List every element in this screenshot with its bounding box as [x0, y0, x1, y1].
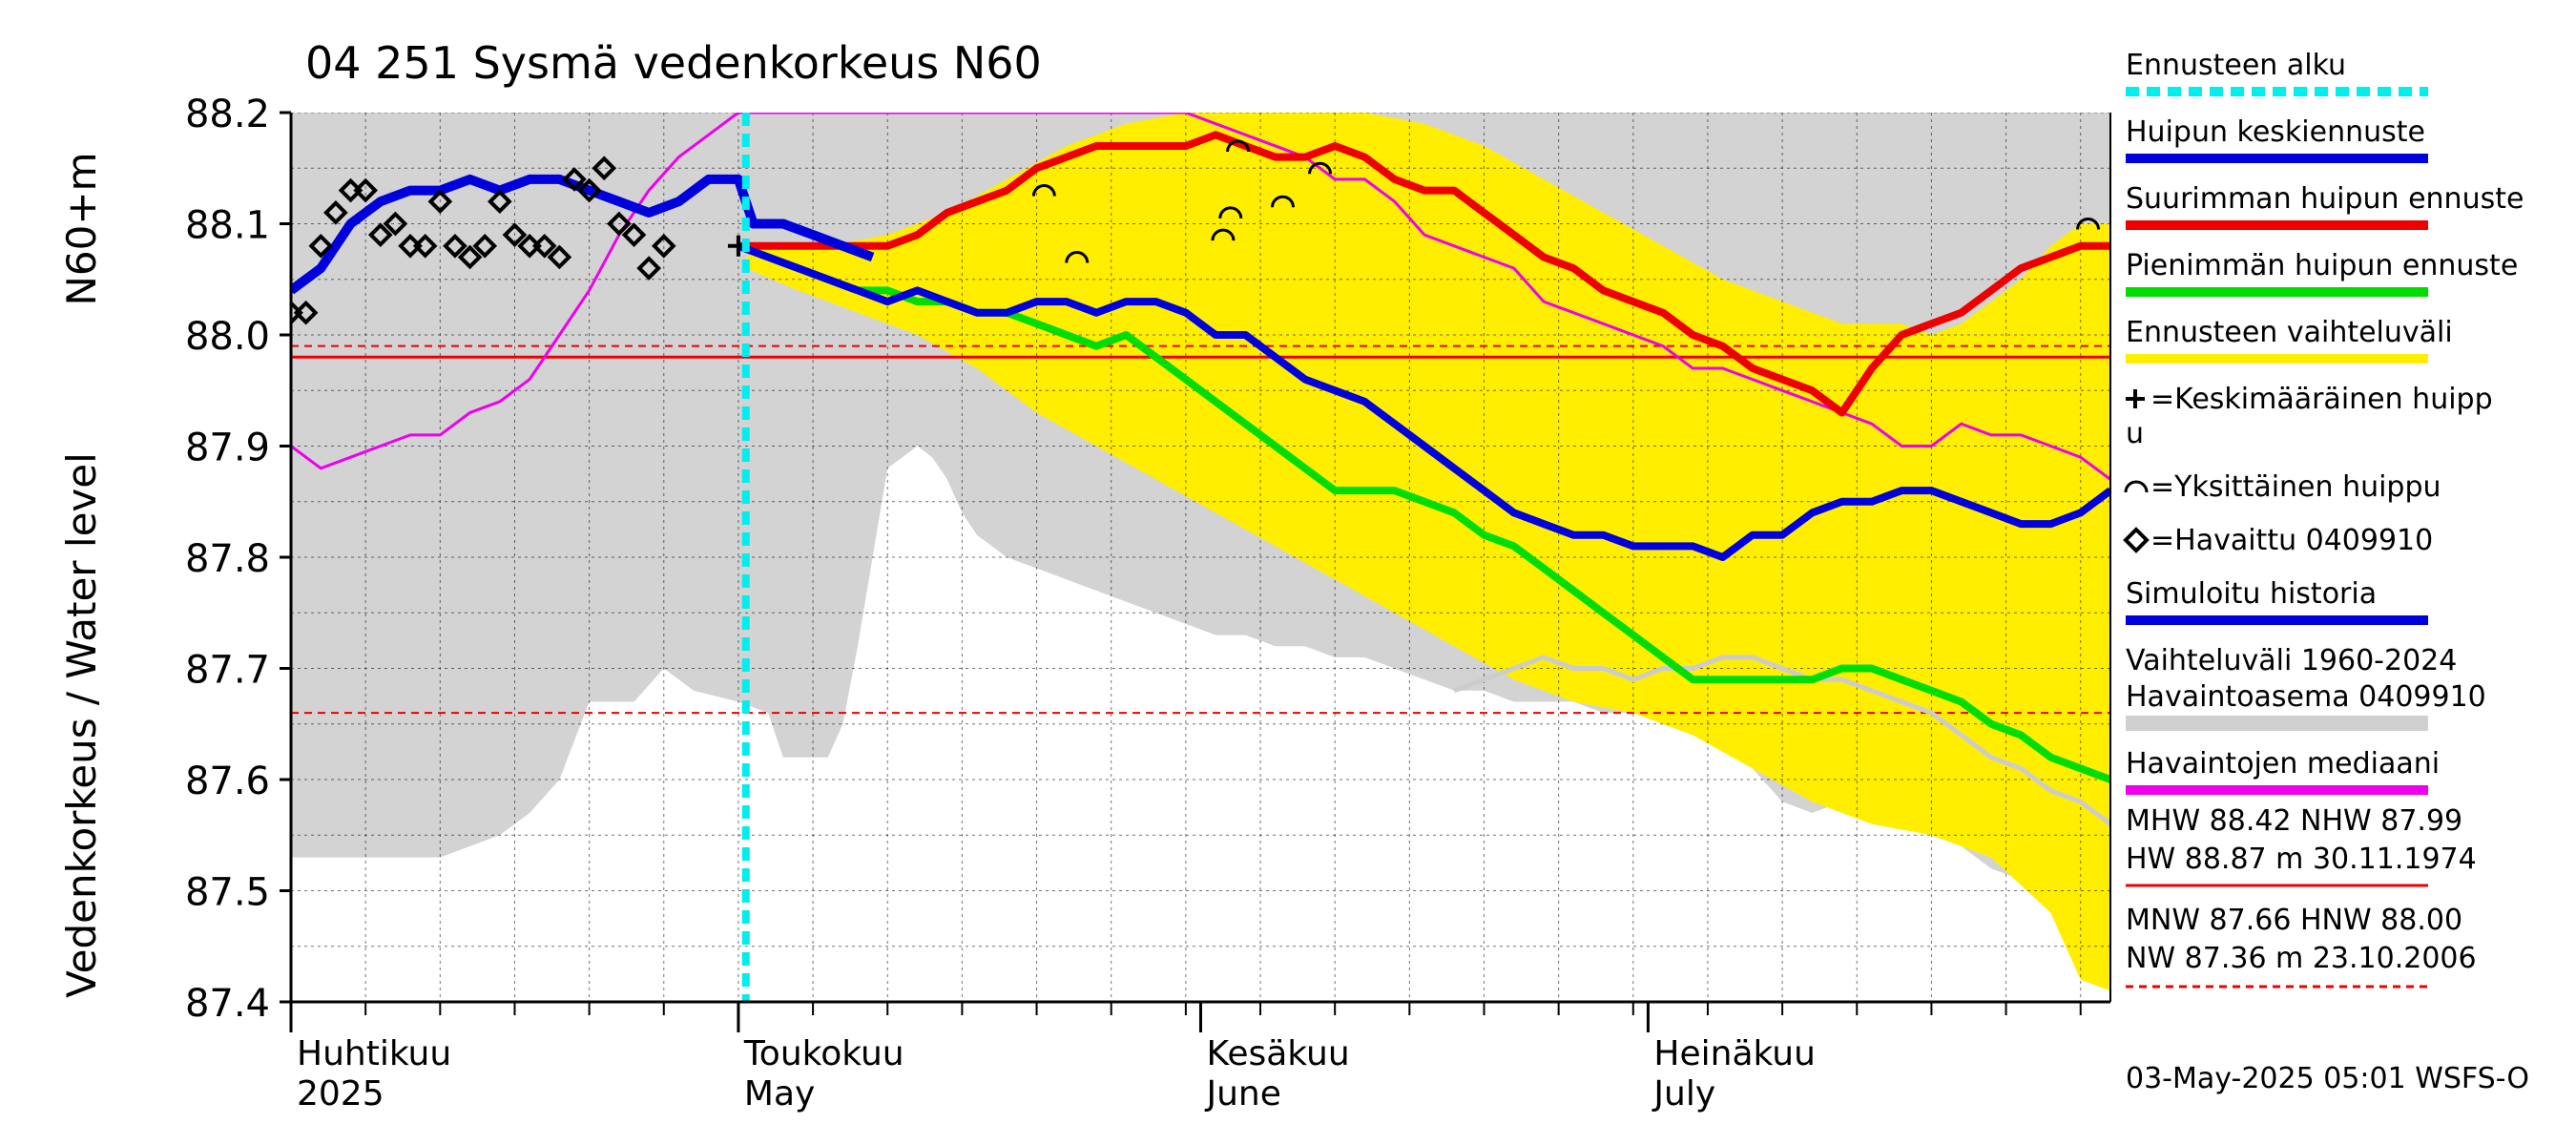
y-tick-labels: 88.2 88.1 88.0 87.9 87.8 87.7 87.6 87.5 87.4 [185, 93, 291, 1026]
observed-point [457, 244, 483, 270]
observed-point [576, 177, 602, 203]
observed-point [383, 211, 408, 237]
legend-label: Ennusteen vaihteluväli [2126, 316, 2453, 349]
month-label-fi: Toukokuu [743, 1034, 904, 1073]
single-peak-marker [1218, 206, 1243, 219]
observed-point [488, 189, 512, 215]
observed-point [502, 222, 528, 247]
observed-point [592, 156, 617, 181]
observed-point [621, 222, 647, 247]
observed-point [353, 177, 378, 203]
simulated-history-line [291, 174, 875, 295]
single-peak-marker [1031, 184, 1056, 197]
observed-point [293, 300, 319, 325]
month-label-fi: Kesäkuu [1207, 1034, 1350, 1073]
plot-area [289, 113, 2111, 1004]
legend: Ennusteen alku Huipun keskiennuste Suurimm… [2123, 49, 2524, 795]
y-tick-label: 87.9 [185, 427, 270, 470]
legend-label: =Yksittäinen huippu [2150, 470, 2441, 504]
plot-content [291, 113, 2110, 1002]
legend-label: Suurimman huipun ennuste [2126, 182, 2524, 216]
legend-label: =Havaittu 0409910 [2150, 524, 2433, 557]
y-tick-label: 88.2 [185, 93, 270, 136]
observed-point [607, 211, 632, 237]
mean-peak-forecast-line [737, 242, 2110, 561]
stats-line-2: HW 88.87 m 30.11.1974 [2126, 843, 2477, 876]
max-peak-forecast-line [737, 131, 2110, 417]
observed-point [308, 233, 334, 259]
observed-point [547, 244, 572, 270]
observed-point [427, 189, 453, 215]
month-label-fi: Heinäkuu [1653, 1034, 1815, 1073]
y-tick-label: 88.0 [185, 315, 270, 359]
observed-point [562, 167, 587, 192]
observed-point [636, 256, 661, 281]
y-tick-label: 87.5 [185, 871, 270, 915]
single-peak-marker [1211, 228, 1236, 241]
legend-label: Havaintojen mediaani [2126, 747, 2440, 781]
month-label-en: 2025 [297, 1074, 384, 1114]
legend-arc-icon [2124, 480, 2149, 493]
stats-line-4: NW 87.36 m 23.10.2006 [2126, 942, 2477, 975]
month-label-en: June [1205, 1074, 1281, 1114]
stats-line-1: MHW 88.42 NHW 87.99 [2126, 804, 2462, 838]
legend-label-continued: Havaintoasema 0409910 [2126, 680, 2486, 714]
legend-plus-icon [2126, 389, 2145, 408]
legend-label: Vaihteluväli 1960-2024 [2126, 644, 2457, 677]
single-peak-marker [1270, 195, 1295, 208]
chart-footer-timestamp: 03-May-2025 05:01 WSFS-O [2126, 1062, 2529, 1095]
y-axis-label-outer: Vedenkorkeus / Water level [58, 452, 105, 998]
observed-point [412, 233, 438, 259]
legend-label: Huipun keskiennuste [2126, 115, 2425, 149]
history-min-tail-line [1453, 655, 2110, 826]
y-tick-label: 87.6 [185, 760, 270, 803]
observed-point [323, 200, 348, 225]
y-tick-label: 87.8 [185, 537, 270, 581]
month-label-en: July [1652, 1074, 1715, 1114]
single-peak-marker [1065, 251, 1090, 263]
y-tick-label: 87.7 [185, 649, 270, 693]
legend-label: Simuloitu historia [2126, 577, 2377, 611]
month-label-fi: Huhtikuu [297, 1034, 451, 1073]
legend-label: Ennusteen alku [2126, 49, 2346, 82]
legend-label: =Keskimääräinen huipp [2150, 383, 2493, 416]
observed-point [472, 233, 498, 259]
stats-line-3: MNW 87.66 HNW 88.00 [2126, 904, 2462, 937]
single-peak-marker [1226, 139, 1251, 153]
forecast-range-area [745, 113, 2110, 991]
chart-title: 04 251 Sysmä vedenkorkeus N60 [305, 37, 1042, 89]
single-peak-marker [2076, 218, 2101, 230]
median-line [291, 113, 2110, 481]
legend-diamond-icon [2123, 527, 2150, 553]
y-tick-label: 88.1 [185, 204, 270, 248]
single-peak-marker [1308, 161, 1333, 175]
y-axis-label-unit: N60+m [58, 153, 105, 306]
observed-point [651, 233, 676, 259]
y-tick-label: 87.4 [185, 982, 270, 1026]
observed-point [531, 233, 557, 259]
observed-point [367, 222, 393, 247]
legend-label: Pienimmän huipun ennuste [2126, 249, 2518, 282]
month-label-en: May [744, 1074, 815, 1114]
observed-point [443, 233, 467, 259]
legend-label-continued: u [2126, 417, 2144, 450]
